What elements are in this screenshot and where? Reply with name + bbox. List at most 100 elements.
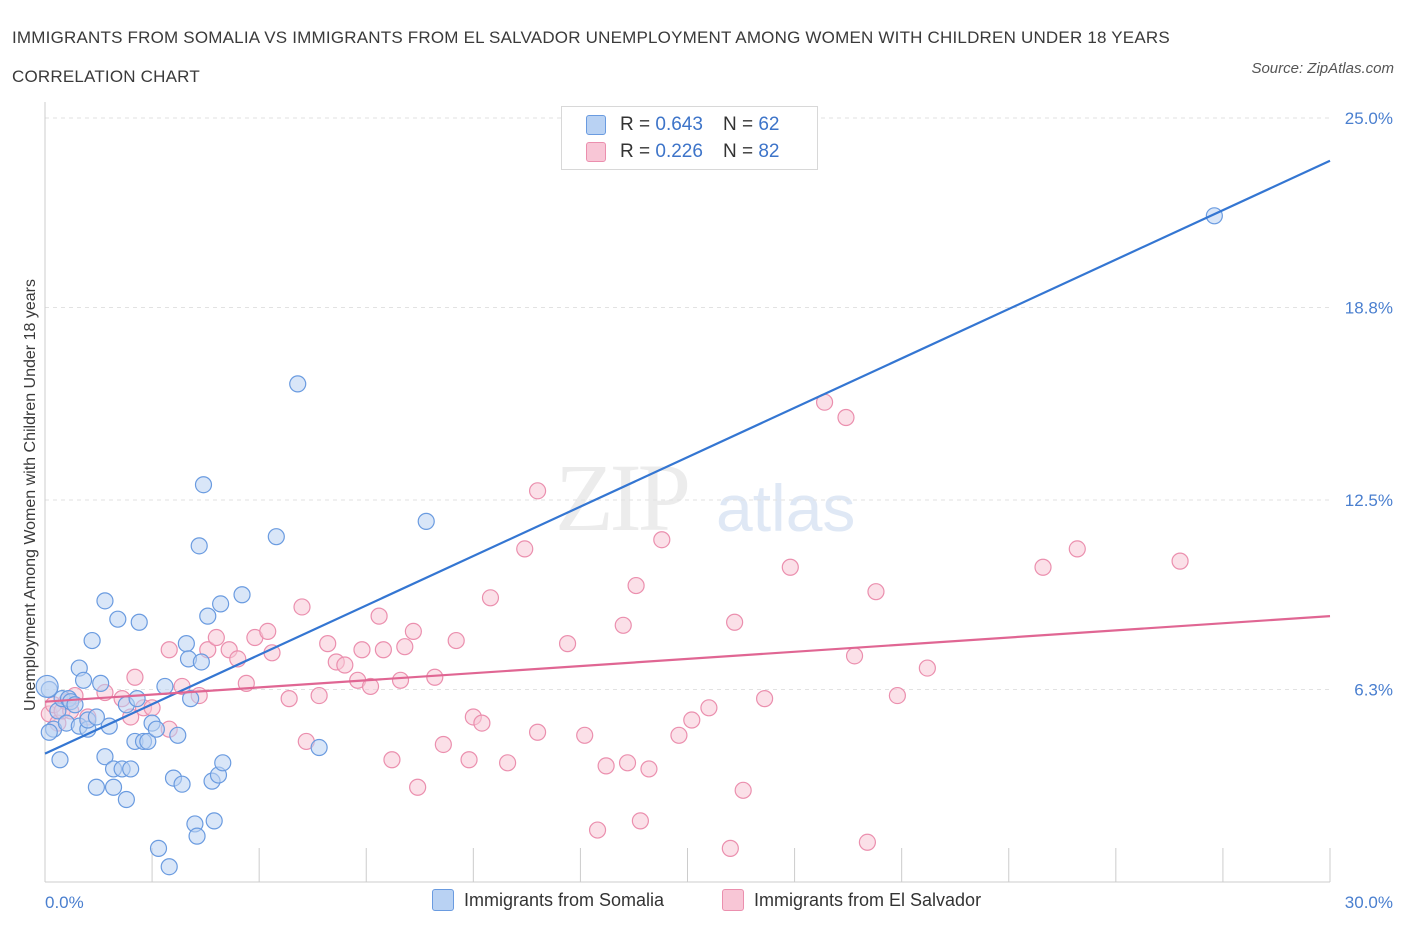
somalia-point (169, 726, 187, 744)
elsalvador-point (640, 760, 658, 778)
axes (44, 102, 1331, 883)
somalia-point (173, 775, 191, 793)
n-label: N = (722, 141, 754, 162)
y-tick-label: 25.0% (1345, 109, 1393, 128)
somalia-point (87, 778, 106, 796)
elsalvador-point (383, 751, 401, 769)
somalia-point (310, 738, 328, 757)
elsalvador-point (310, 686, 328, 705)
elsalvador-point (361, 677, 380, 696)
somalia-point (149, 839, 168, 857)
somalia-legend-label: Immigrants from Somalia (464, 889, 665, 910)
elsalvador-point (1068, 540, 1086, 558)
legend-row-somalia: R = 0.643 N = 62 (586, 113, 779, 137)
somalia-point (182, 690, 200, 708)
somalia-point (51, 751, 69, 769)
somalia-point (199, 607, 217, 625)
elsalvador-swatch (586, 142, 606, 162)
elsalvador-point (374, 641, 392, 659)
elsalvador-point (597, 757, 615, 775)
somalia-point (96, 748, 114, 766)
somalia-point (214, 754, 232, 772)
elsalvador-point (207, 628, 225, 647)
elsalvador-point (726, 613, 744, 631)
somalia-r-value: 0.643 (655, 114, 703, 135)
somalia-point (160, 858, 178, 876)
elsalvador-point (404, 622, 422, 641)
elsalvador-point (280, 690, 298, 708)
somalia-point (139, 732, 157, 751)
elsalvador-point (845, 647, 864, 665)
trend-lines (44, 159, 1331, 755)
elsalvador-point (528, 482, 547, 500)
elsalvador-legend-swatch (722, 889, 744, 911)
somalia-point (233, 586, 251, 604)
elsalvador-point (516, 540, 534, 558)
somalia-point (194, 476, 213, 494)
elsalvador-point (1171, 552, 1189, 570)
somalia-point (35, 674, 59, 699)
x-tick-label: 30.0% (1345, 893, 1393, 912)
elsalvador-point (588, 821, 607, 839)
somalia-point (267, 528, 285, 546)
elsalvador-point (370, 607, 388, 625)
legend-row-elsalvador: R = 0.226 N = 82 (586, 140, 779, 164)
elsalvador-point (721, 839, 739, 857)
y-tick-label: 6.3% (1354, 680, 1393, 699)
somalia-point (188, 827, 206, 845)
elsalvador-point (618, 754, 637, 772)
somalia-point (156, 677, 174, 696)
somalia-point (87, 708, 106, 726)
watermark-zip: ZIP (555, 444, 691, 551)
somalia-n-value: 62 (758, 114, 780, 135)
elsalvador-point (576, 726, 594, 744)
somalia-point (130, 613, 148, 631)
elsalvador-point (700, 699, 718, 717)
elsalvador-point (858, 833, 877, 851)
elsalvador-point (409, 778, 427, 796)
elsalvador-point (670, 726, 688, 744)
somalia-point (212, 595, 230, 613)
somalia-point (417, 512, 435, 530)
grid-lines (45, 117, 1330, 690)
elsalvador-point (499, 754, 517, 772)
watermark-atlas: atlas (716, 471, 856, 545)
elsalvador-point (781, 558, 799, 576)
tick-labels: 6.3% 12.5% 18.8% 25.0% 0.0% 30.0% (45, 109, 1393, 912)
r-label: R = (620, 114, 651, 135)
elsalvador-trend-line (44, 615, 1331, 703)
elsalvador-point (426, 668, 444, 686)
somalia-point (104, 778, 123, 796)
elsalvador-point (481, 589, 500, 607)
somalia-point (83, 631, 101, 650)
elsalvador-point (867, 583, 885, 601)
elsalvador-point (319, 635, 337, 653)
elsalvador-point (627, 576, 645, 595)
elsalvador-point (434, 735, 452, 754)
correlation-legend: R = 0.643 N = 62 R = 0.226 N = 82 (561, 106, 818, 170)
somalia-point (147, 720, 165, 738)
elsalvador-point (837, 408, 855, 427)
elsalvador-point (473, 714, 491, 732)
elsalvador-point (293, 598, 311, 616)
somalia-point (289, 375, 307, 393)
elsalvador-point (653, 531, 671, 549)
source-label: Source: ZipAtlas.com (1251, 60, 1394, 77)
elsalvador-point (614, 616, 632, 634)
somalia-point (177, 635, 195, 653)
elsalvador-point (396, 638, 414, 656)
legend-item-somalia[interactable]: Immigrants from Somalia (432, 889, 664, 911)
chart-title: IMMIGRANTS FROM SOMALIA VS IMMIGRANTS FR… (12, 28, 1170, 86)
somalia-point (122, 760, 140, 778)
somalia-point (128, 690, 146, 708)
somalia-point (192, 653, 210, 671)
y-tick-label: 12.5% (1345, 491, 1393, 510)
elsalvador-point (631, 812, 649, 830)
somalia-swatch (586, 115, 606, 135)
elsalvador-n-value: 82 (758, 141, 780, 162)
somalia-legend-swatch (432, 889, 454, 911)
legend-item-elsalvador[interactable]: Immigrants from El Salvador (722, 889, 981, 911)
y-tick-label: 18.8% (1345, 298, 1393, 317)
somalia-point (190, 537, 208, 555)
